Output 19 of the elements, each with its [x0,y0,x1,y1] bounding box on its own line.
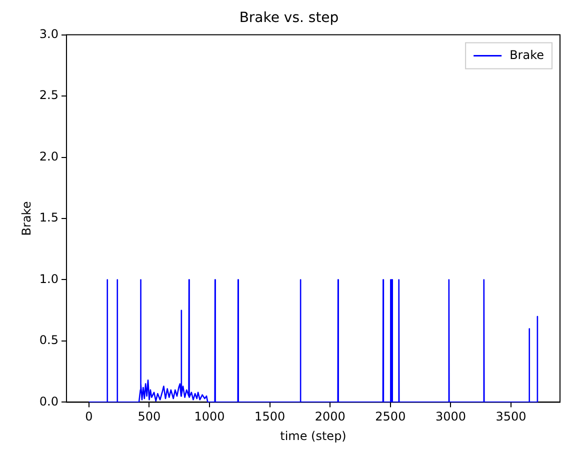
x-tick-label: 0 [85,410,93,424]
x-axis-title: time (step) [280,428,346,443]
x-tick-label: 500 [138,410,161,424]
y-tick-label: 0.0 [39,394,58,408]
x-tick-label: 3000 [435,410,466,424]
chart-title: Brake vs. step [239,10,339,26]
y-axis-title: Brake [19,201,34,236]
y-tick-label: 2.5 [39,88,58,102]
y-tick-label: 1.5 [39,210,58,225]
x-tick-label: 2000 [314,410,346,424]
x-tick-label: 1500 [254,410,286,424]
x-tick-label: 3500 [496,410,526,424]
y-tick-label: 2.0 [39,149,58,164]
y-tick-label: 1.0 [39,272,58,286]
legend-label: Brake [510,48,544,62]
y-tick-label: 3.0 [39,26,58,41]
x-tick-label: 2500 [375,410,406,424]
y-tick-label: 0.5 [39,333,58,348]
x-tick-label: 1000 [194,410,225,424]
